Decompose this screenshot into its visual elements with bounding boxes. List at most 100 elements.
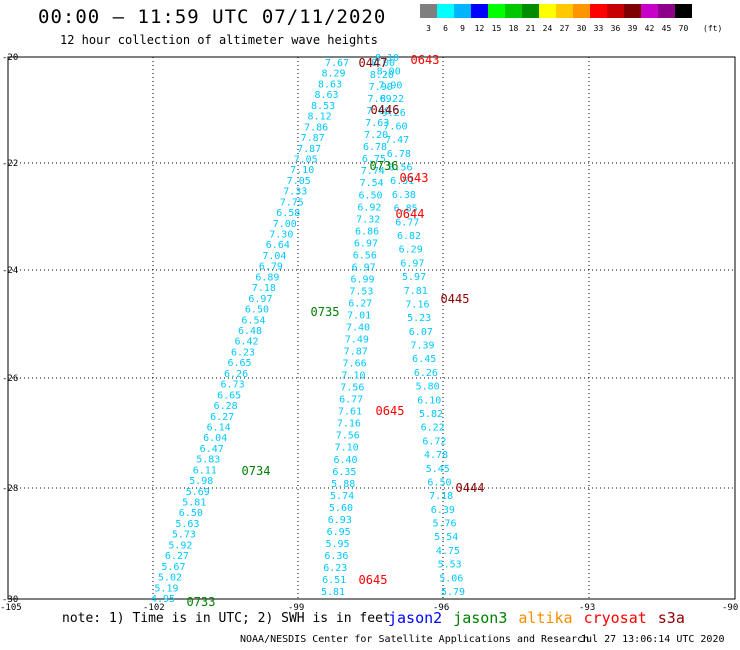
lat-label: -22 — [2, 159, 18, 169]
wave-height-value: 6.29 — [399, 245, 423, 256]
scale-swatch — [658, 4, 675, 18]
wave-height-value: 6.77 — [339, 395, 363, 406]
wave-height-value: 6.40 — [333, 455, 357, 466]
map-frame — [7, 56, 736, 600]
wave-height-value: 6.07 — [409, 327, 433, 338]
wave-height-value: 7.16 — [337, 419, 361, 430]
wave-height-value: 7.10 — [290, 165, 314, 176]
wave-height-value: 6.04 — [203, 433, 227, 444]
lat-label: -20 — [2, 53, 18, 63]
wave-height-value: 6.75 — [362, 154, 386, 165]
wave-height-value: 8.29 — [321, 69, 345, 80]
wave-height-value: 5.81 — [321, 587, 345, 598]
wave-height-value: 6.23 — [323, 563, 347, 574]
wave-height-value: 5.88 — [331, 479, 355, 490]
wave-height-value: 6.97 — [248, 294, 272, 305]
legend-item: s3a — [657, 609, 685, 627]
scale-label: 21 — [525, 24, 536, 33]
wave-height-value: 7.69 — [368, 94, 392, 105]
longitude-labels: -105 -102 -99 -96 -93 -90 — [0, 603, 738, 613]
scale-label: 27 — [559, 24, 570, 33]
wave-height-value: 6.65 — [228, 358, 252, 369]
scale-swatch — [488, 4, 505, 18]
wave-height-value: 6.10 — [417, 395, 441, 406]
scale-swatch — [437, 4, 454, 18]
wave-height-value: 5.80 — [416, 382, 440, 393]
wave-height-value: 7.32 — [356, 214, 380, 225]
scale-label: 18 — [508, 24, 519, 33]
wave-height-value: 7.69 — [366, 106, 390, 117]
wave-height-value: 6.79 — [259, 262, 283, 273]
scale-swatch — [607, 4, 624, 18]
wave-height-value: 6.39 — [431, 505, 455, 516]
scale-cell: 12 — [471, 4, 488, 33]
wave-height-value: 7.18 — [252, 283, 276, 294]
pass-time: 0445 — [441, 292, 470, 306]
wave-height-value: 5.73 — [172, 530, 196, 541]
legend-item: jason3 — [453, 609, 508, 627]
wave-height-value: 7.30 — [269, 230, 293, 241]
generated-timestamp: Jul 27 13:06:14 UTC 2020 — [580, 634, 725, 645]
wave-height-value: 5.95 — [325, 539, 349, 550]
wave-height-value: 6.28 — [214, 401, 238, 412]
pass-time: 0645 — [359, 573, 388, 587]
wave-height-value: 6.56 — [353, 250, 377, 261]
wave-height-value: 6.47 — [200, 444, 224, 455]
pass-time-labels: 0447 064304460736064306440445073506450734… — [187, 53, 485, 609]
satellite-tracks: 7.678.298.638.638.538.127.867.877.877.05… — [151, 53, 465, 605]
wave-height-value: 7.49 — [345, 335, 369, 346]
lon-label: -102 — [143, 603, 165, 613]
wave-height-value: 6.97 — [400, 258, 424, 269]
wave-height-value: 5.19 — [154, 583, 178, 594]
wave-height-value: 7.53 — [349, 286, 373, 297]
wave-height-value: 6.42 — [234, 337, 258, 348]
wave-height-value: 7.16 — [405, 299, 429, 310]
scale-cell: 6 — [437, 4, 454, 33]
scale-label: 42 — [644, 24, 655, 33]
wave-height-value: 5.97 — [402, 272, 426, 283]
wave-height-value: 7.90 — [378, 80, 402, 91]
lat-label: -28 — [2, 484, 18, 494]
scale-cell: 39 — [624, 4, 641, 33]
wave-height-value: 6.27 — [165, 551, 189, 562]
scale-swatch — [573, 4, 590, 18]
wave-height-value: 6.89 — [255, 272, 279, 283]
wave-height-value: 7.54 — [360, 178, 384, 189]
credit-line: NOAA/NESDIS Center for Satellite Applica… — [240, 634, 590, 645]
scale-label: 36 — [610, 24, 621, 33]
wave-height-value: 7.87 — [344, 347, 368, 358]
wave-height-value: 8.63 — [318, 79, 342, 90]
lon-label: -93 — [579, 603, 595, 613]
wave-height-value: 6.78 — [387, 149, 411, 160]
lon-label: -90 — [722, 603, 738, 613]
wave-height-value: 5.23 — [407, 313, 431, 324]
scale-cell: 9 — [454, 4, 471, 33]
wave-height-value: 6.35 — [332, 467, 356, 478]
pass-time: 0643 — [400, 171, 429, 185]
wave-height-value: 6.54 — [241, 315, 265, 326]
latitude-labels: -20 -22 -24 -26 -28 -30 — [2, 53, 18, 605]
wave-height-value: 8.20 — [370, 70, 394, 81]
wave-height-value: 5.45 — [426, 464, 450, 475]
pass-time: 0734 — [242, 464, 271, 478]
scale-label: 9 — [460, 24, 465, 33]
wave-height-value: 6.26 — [224, 369, 248, 380]
scale-label: 70 — [678, 24, 689, 33]
wave-height-value: 6.65 — [217, 390, 241, 401]
wave-height-value: 6.56 — [388, 163, 412, 174]
scale-label: 6 — [443, 24, 448, 33]
scale-label: 45 — [661, 24, 672, 33]
pass-time: 0644 — [396, 207, 425, 221]
wave-height-value: 7.10 — [341, 371, 365, 382]
wave-height-value: 6.97 — [354, 238, 378, 249]
wave-height-value: 7.56 — [340, 383, 364, 394]
wave-height-value: 5.06 — [439, 573, 463, 584]
wave-height-value: 6.11 — [193, 465, 217, 476]
wave-height-value: 6.92 — [357, 202, 381, 213]
lat-label: -24 — [2, 266, 18, 276]
wave-height-value: 7.01 — [347, 310, 371, 321]
lat-label: -30 — [2, 595, 18, 605]
scale-swatch — [641, 4, 658, 18]
wave-height-value: 5.83 — [196, 455, 220, 466]
wave-height-value: 6.50 — [179, 508, 203, 519]
